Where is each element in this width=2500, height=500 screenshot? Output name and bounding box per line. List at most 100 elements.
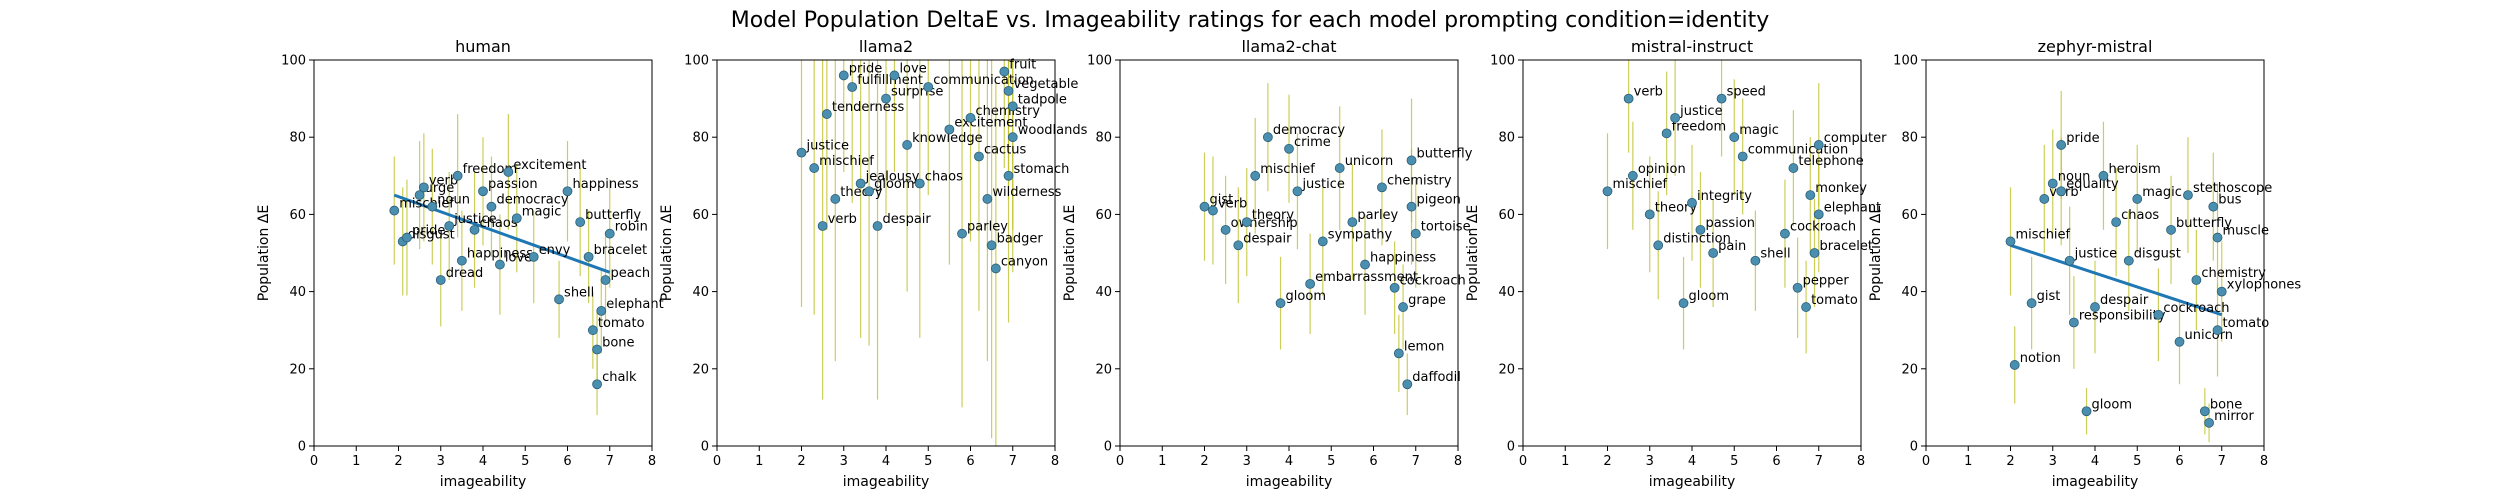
x-tick-label: 4 <box>1285 454 1293 469</box>
data-label: mischief <box>1613 177 1668 192</box>
data-point <box>2111 217 2122 228</box>
data-point <box>1003 85 1014 96</box>
data-point <box>821 109 832 119</box>
data-point <box>2056 140 2067 150</box>
panel-5: zephyr-mistralnotionmischiefgistverbnoun… <box>1868 37 2301 490</box>
y-tick-label: 100 <box>1087 54 1112 69</box>
data-point <box>1627 170 1638 181</box>
data-label: bone <box>602 336 634 351</box>
data-label: shell <box>1760 247 1790 262</box>
x-tick-label: 0 <box>1922 454 1930 469</box>
data-label: gist <box>2037 289 2061 304</box>
data-point <box>1241 217 1252 228</box>
x-tick-label: 2 <box>1603 454 1611 469</box>
data-label: wilderness <box>992 185 1061 200</box>
data-label: chemistry <box>1387 173 1452 188</box>
y-tick-label: 20 <box>1095 362 1112 377</box>
data-point <box>2098 170 2109 181</box>
data-point <box>881 93 891 104</box>
data-label: despair <box>2100 293 2149 308</box>
data-label: bone <box>2210 397 2242 412</box>
data-label: noun <box>2058 170 2091 185</box>
data-point <box>1410 228 1421 239</box>
data-label: pain <box>1718 239 1746 254</box>
data-point <box>444 221 455 231</box>
x-tick-label: 5 <box>1327 454 1335 469</box>
data-point <box>2056 186 2067 197</box>
data-point <box>2191 275 2202 285</box>
data-label: peach <box>611 266 651 281</box>
data-point <box>889 70 900 81</box>
data-label: bracelet <box>594 243 647 258</box>
data-label: democracy <box>1273 123 1345 138</box>
data-label: justice <box>2074 247 2117 262</box>
data-point <box>1678 298 1689 309</box>
data-point <box>1377 182 1387 193</box>
data-point <box>1305 278 1316 289</box>
data-label: verb <box>429 173 458 188</box>
data-label: telephone <box>1798 154 1863 169</box>
data-point <box>974 151 984 162</box>
data-point <box>2026 298 2037 309</box>
data-label: passion <box>488 177 538 192</box>
data-label: despair <box>1243 231 1292 246</box>
data-label: monkey <box>1815 181 1867 196</box>
data-point <box>1695 224 1706 235</box>
data-label: lemon <box>1404 339 1444 354</box>
panel-title: llama2-chat <box>1241 37 1336 56</box>
y-tick-label: 0 <box>298 440 306 455</box>
data-label: mischief <box>2016 227 2071 242</box>
data-label: opinion <box>1638 162 1686 177</box>
data-label: dread <box>446 266 484 281</box>
data-label: chemistry <box>2201 266 2266 281</box>
data-point <box>864 186 874 197</box>
data-label: happiness <box>467 247 533 262</box>
data-label: fruit <box>1009 58 1036 73</box>
data-point <box>2090 302 2100 312</box>
x-tick-label: 4 <box>1688 454 1696 469</box>
data-point <box>796 147 807 158</box>
data-label: gloom <box>2092 397 2132 412</box>
data-point <box>1644 209 1655 220</box>
data-label: tomato <box>598 316 645 331</box>
data-label: justice <box>1679 104 1722 119</box>
data-label: mischief <box>1260 162 1315 177</box>
data-label: butterfly <box>2176 216 2232 231</box>
x-tick-label: 6 <box>966 454 974 469</box>
data-point <box>1788 163 1799 173</box>
x-tick-label: 3 <box>1646 454 1654 469</box>
y-tick-label: 80 <box>1498 131 1515 146</box>
data-label: cockroach <box>2163 301 2229 316</box>
data-point <box>855 178 866 189</box>
data-point <box>957 228 967 239</box>
data-label: butterfly <box>1417 146 1473 161</box>
x-tick-label: 2 <box>394 454 402 469</box>
data-label: pigeon <box>1417 193 1461 208</box>
data-point <box>944 124 955 135</box>
x-tick-label: 7 <box>2218 454 2226 469</box>
data-point <box>2212 325 2223 336</box>
data-point <box>1007 101 1018 112</box>
x-tick-label: 4 <box>479 454 487 469</box>
data-label: love <box>899 61 926 76</box>
data-label: despair <box>883 212 932 227</box>
data-point <box>1809 248 1820 258</box>
regression-line <box>2010 243 2223 317</box>
x-tick-label: 1 <box>755 454 763 469</box>
data-label: democracy <box>496 193 568 208</box>
data-label: jealousy <box>865 170 920 185</box>
data-label: love <box>505 251 532 266</box>
data-point <box>2216 286 2227 297</box>
data-point <box>389 205 400 216</box>
data-point <box>1406 201 1417 212</box>
data-label: crime <box>1294 135 1331 150</box>
data-point <box>1220 224 1231 235</box>
data-point <box>1792 282 1803 293</box>
panel-title: mistral-instruct <box>1631 37 1753 56</box>
data-point <box>486 201 497 212</box>
data-point <box>1284 143 1294 154</box>
x-tick-label: 1 <box>1158 454 1166 469</box>
y-axis-label: Population ΔE <box>1868 205 1884 301</box>
y-tick-label: 40 <box>692 285 709 300</box>
